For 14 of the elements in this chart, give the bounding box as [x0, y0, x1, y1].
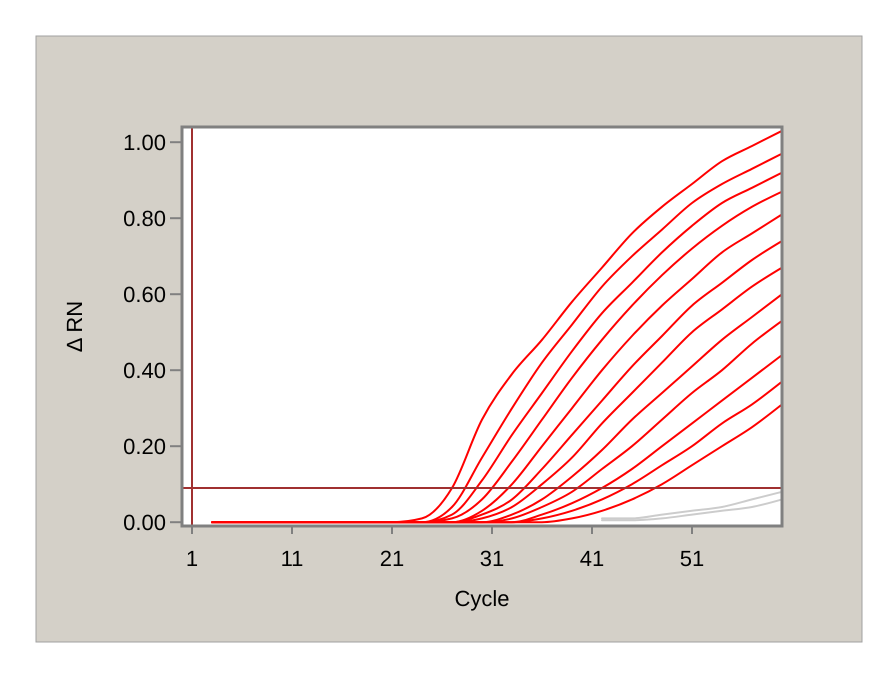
- y-tick-label: 1.00: [123, 130, 166, 155]
- y-tick-label: 0.40: [123, 358, 166, 383]
- y-tick-label: 0.00: [123, 510, 166, 535]
- y-tick-label: 0.80: [123, 206, 166, 231]
- y-tick-label: 0.20: [123, 434, 166, 459]
- y-tick-label: 0.60: [123, 282, 166, 307]
- x-tick-label: 1: [186, 546, 198, 571]
- x-tick-label: 41: [580, 546, 604, 571]
- x-tick-label: 51: [680, 546, 704, 571]
- x-tick-label: 31: [480, 546, 504, 571]
- x-tick-label: 21: [380, 546, 404, 571]
- x-axis-title: Cycle: [454, 586, 510, 611]
- y-axis-title: Δ RN: [62, 300, 87, 352]
- x-tick-label: 11: [280, 546, 304, 571]
